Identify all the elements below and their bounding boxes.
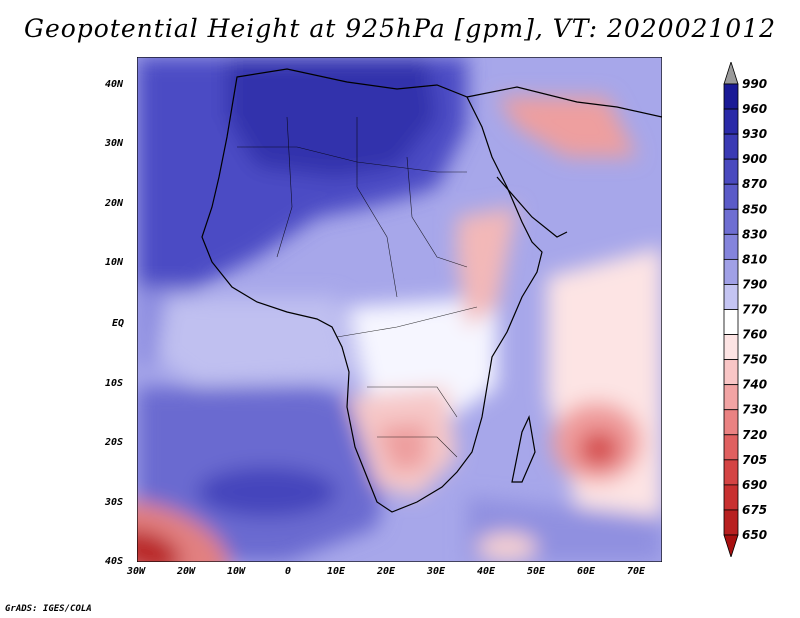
lat-label: 10N bbox=[105, 257, 124, 268]
colorbar-label: 675 bbox=[742, 503, 767, 517]
grads-credit: GrADS: IGES/COLA bbox=[5, 604, 92, 614]
colorbar-label: 900 bbox=[742, 152, 767, 166]
lat-label: 30S bbox=[105, 497, 124, 508]
colorbar-swatch bbox=[723, 509, 739, 536]
colorbar-label: 760 bbox=[742, 328, 767, 342]
colorbar-label: 830 bbox=[742, 227, 767, 241]
colorbar-label: 930 bbox=[742, 127, 767, 141]
colorbar-swatch bbox=[723, 434, 739, 461]
colorbar-label: 990 bbox=[742, 77, 767, 91]
colorbar-swatch bbox=[723, 258, 739, 285]
colorbar-label: 770 bbox=[742, 303, 767, 317]
lat-label: 40N bbox=[105, 79, 124, 90]
map-panel bbox=[137, 57, 662, 562]
colorbar-label: 750 bbox=[742, 353, 767, 367]
lat-label: 10S bbox=[105, 378, 124, 389]
lat-label: 20N bbox=[105, 198, 124, 209]
lon-label: 0 bbox=[285, 566, 292, 577]
colorbar-swatch bbox=[723, 83, 739, 110]
colorbar-label: 850 bbox=[742, 202, 767, 216]
chart-title: Geopotential Height at 925hPa [gpm], VT:… bbox=[23, 14, 777, 43]
lon-label: 10E bbox=[327, 566, 346, 577]
country-borders bbox=[237, 116, 478, 458]
colorbar-swatch bbox=[723, 208, 739, 235]
colorbar: 990 960 930 900 870 850 830 810 790 770 760 750 740 7… bbox=[723, 62, 767, 557]
lon-label: 20W bbox=[177, 566, 196, 577]
coastlines bbox=[201, 68, 662, 513]
lon-label: 50E bbox=[527, 566, 546, 577]
colorbar-label: 790 bbox=[742, 277, 767, 291]
colorbar-swatch bbox=[723, 359, 739, 386]
colorbar-label: 810 bbox=[742, 252, 767, 266]
lat-label: EQ bbox=[112, 318, 125, 329]
colorbar-swatch bbox=[723, 409, 739, 436]
colorbar-swatch bbox=[723, 334, 739, 361]
colorbar-label: 705 bbox=[742, 453, 767, 467]
colorbar-label: 740 bbox=[742, 378, 767, 392]
colorbar-swatch bbox=[723, 284, 739, 310]
lon-label: 70E bbox=[627, 566, 646, 577]
lon-label: 30E bbox=[427, 566, 446, 577]
colorbar-bottom-arrow bbox=[723, 534, 739, 557]
colorbar-top-arrow bbox=[723, 62, 739, 85]
colorbar-swatch bbox=[723, 158, 739, 185]
colorbar-swatch bbox=[723, 484, 739, 511]
colorbar-swatch bbox=[723, 183, 739, 210]
colorbar-swatch bbox=[723, 459, 739, 486]
colorbar-label: 960 bbox=[742, 102, 767, 116]
lat-label: 40S bbox=[105, 556, 124, 567]
colorbar-swatch bbox=[723, 108, 739, 135]
colorbar-label: 730 bbox=[742, 403, 767, 417]
colorbar-label: 690 bbox=[742, 478, 767, 492]
lon-label: 40E bbox=[477, 566, 496, 577]
lon-label: 10W bbox=[227, 566, 246, 577]
lat-label: 30N bbox=[105, 138, 124, 149]
lon-label: 60E bbox=[577, 566, 596, 577]
colorbar-swatch bbox=[723, 233, 739, 260]
colorbar-swatch bbox=[723, 309, 739, 335]
colorbar-swatch bbox=[723, 384, 739, 411]
lat-label: 20S bbox=[105, 437, 124, 448]
lon-label: 30W bbox=[127, 566, 146, 577]
colorbar-label: 720 bbox=[742, 428, 767, 442]
lon-label: 20E bbox=[377, 566, 396, 577]
colorbar-label: 870 bbox=[742, 177, 767, 191]
colorbar-swatch bbox=[723, 133, 739, 160]
colorbar-label: 650 bbox=[742, 528, 767, 542]
